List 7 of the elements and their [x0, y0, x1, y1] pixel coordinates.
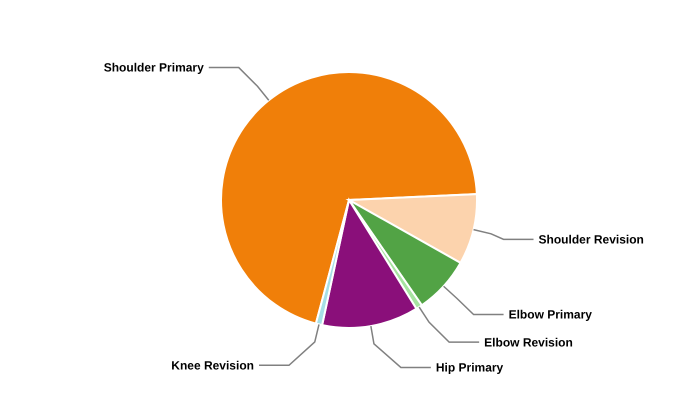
slice-label: Knee Revision	[171, 358, 254, 372]
slice-label: Shoulder Primary	[104, 60, 204, 75]
pie-slice	[220, 71, 478, 325]
slice-label: Elbow Revision	[484, 335, 573, 350]
slice-label: Shoulder Revision	[538, 232, 644, 247]
slice-label: Elbow Primary	[508, 308, 592, 322]
slice-label: Hip Primary	[436, 360, 504, 375]
